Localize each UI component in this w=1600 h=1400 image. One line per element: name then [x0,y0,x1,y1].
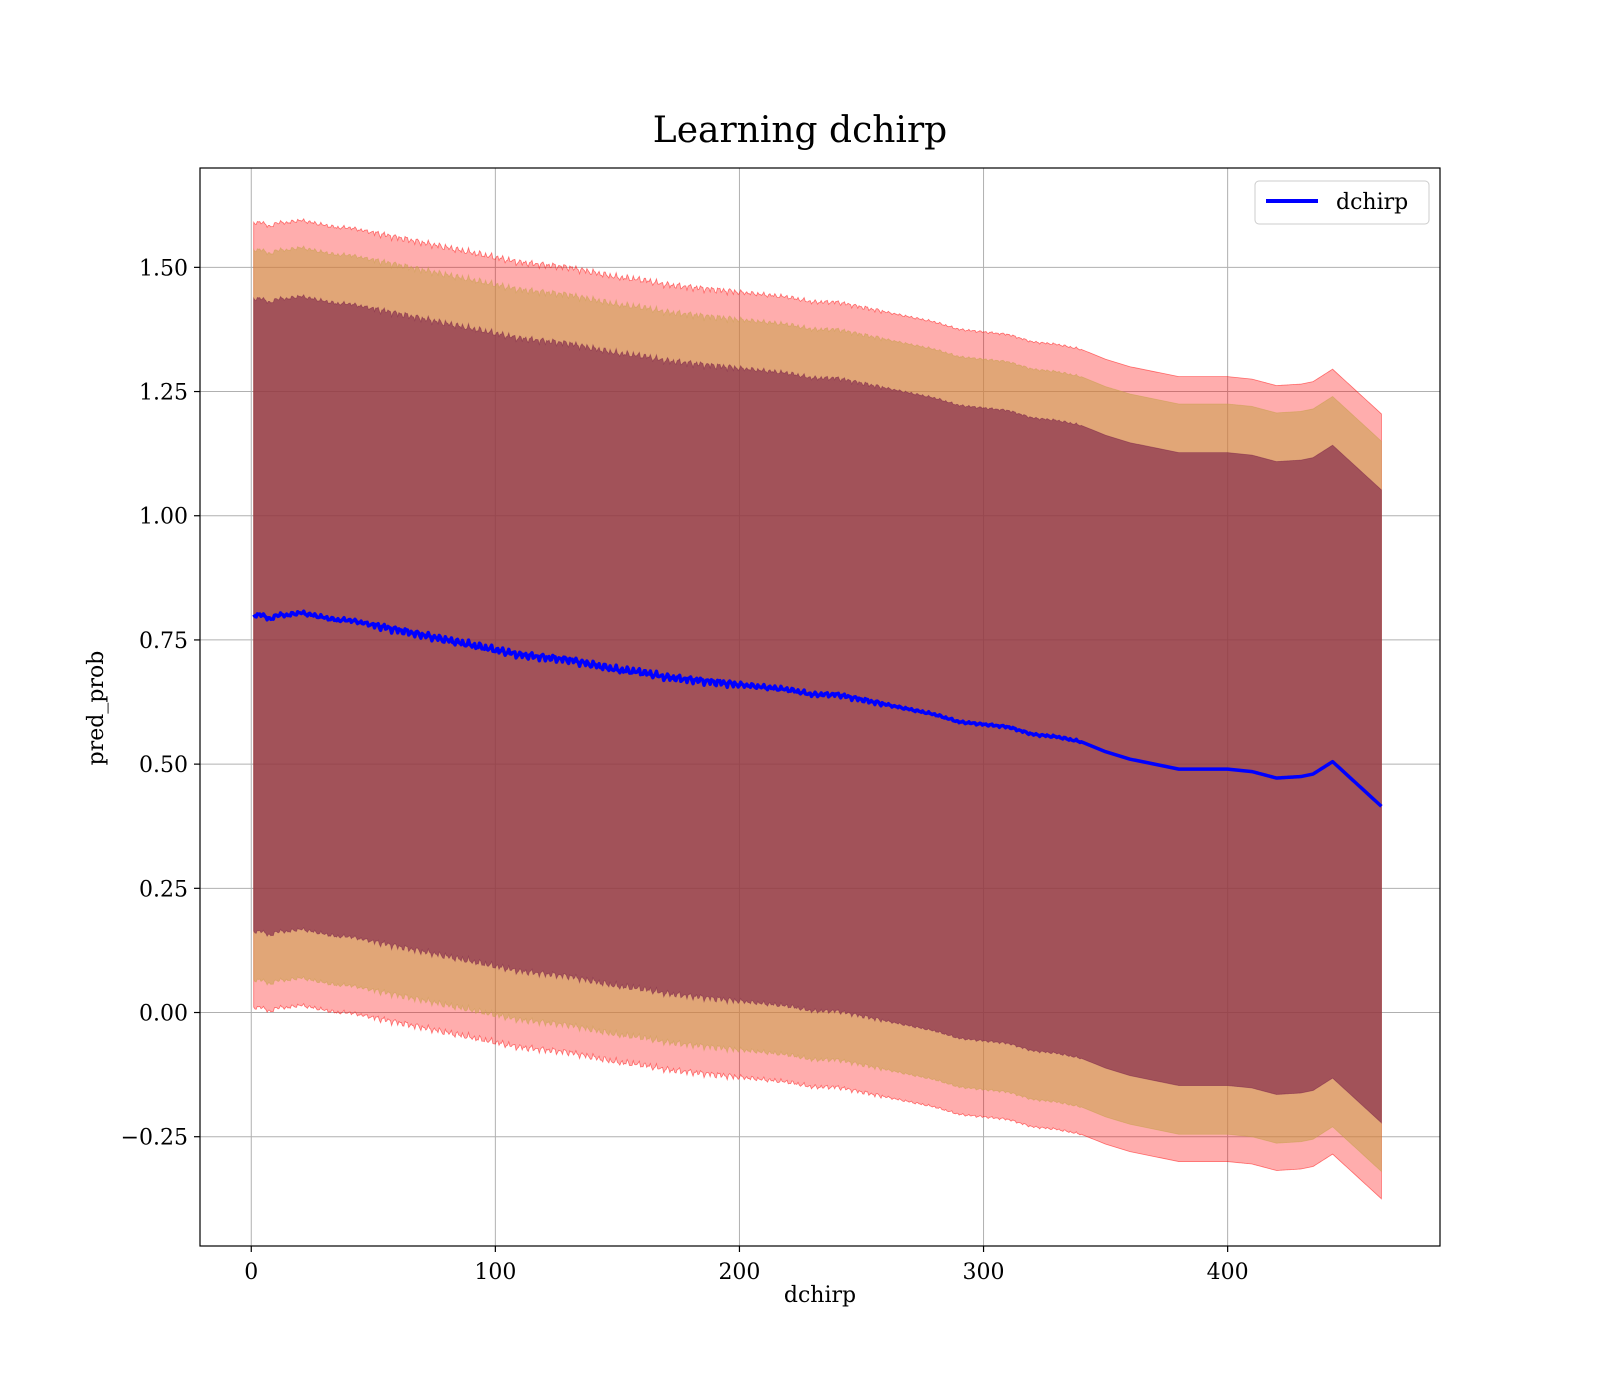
series-line-dchirp [252,609,1383,808]
x-tick-label: 100 [474,1260,516,1285]
y-tick-label: 1.50 [139,256,188,281]
y-axis-label: pred_prob [84,651,109,766]
y-tick-label: 0.25 [139,877,188,902]
plot-frame [199,167,1441,1247]
y-tick-label: 0.75 [139,629,188,654]
y-tick-label: 0.00 [139,1002,188,1027]
y-tick-label: 0.50 [139,753,188,778]
chart-title: Learning dchirp [653,110,947,151]
x-tick-label: 0 [244,1260,258,1285]
confidence-bands [253,217,1382,1200]
x-tick-label: 300 [963,1260,1005,1285]
y-tick-label: 1.25 [139,381,188,406]
x-axis-label: dchirp [784,1283,856,1308]
legend-label: dchirp [1336,190,1408,215]
y-tick-label: −0.25 [121,1126,188,1151]
x-tick-label: 200 [718,1260,760,1285]
series-lines [252,609,1383,808]
x-axis-ticks: 0 100 200 300 400 [244,1246,1249,1285]
legend: dchirp [1254,180,1430,225]
y-axis-ticks: −0.25 0.00 0.25 0.50 0.75 1.00 1.25 1.50 [121,256,200,1151]
legend-box [1254,180,1430,225]
y-tick-label: 1.00 [139,505,188,530]
x-tick-label: 400 [1207,1260,1249,1285]
band-inner [253,293,1382,1124]
